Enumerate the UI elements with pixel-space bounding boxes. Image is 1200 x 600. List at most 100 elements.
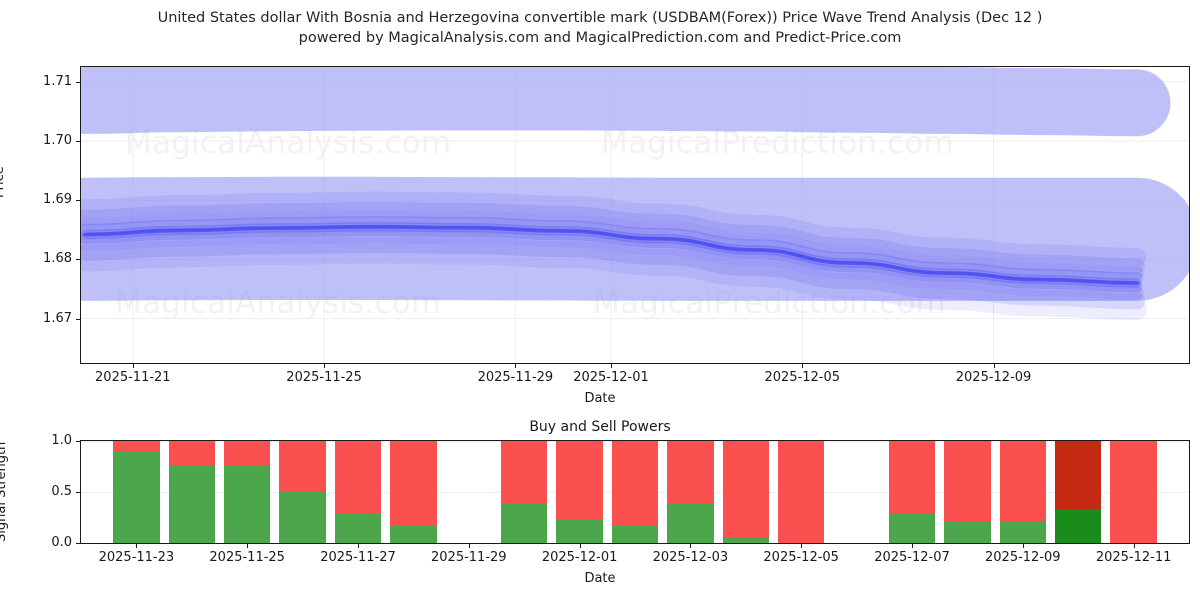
price-ytick-label: 1.71 xyxy=(43,73,72,89)
bars-date-xtick-label: 2025-12-11 xyxy=(1095,550,1172,565)
wave-bands-svg xyxy=(81,67,1189,363)
date-xtick-mark xyxy=(802,364,804,368)
sell-power-segment xyxy=(168,441,216,466)
sell-power-segment xyxy=(999,441,1047,521)
date-xtick-label: 2025-11-29 xyxy=(477,370,554,385)
sell-power-segment xyxy=(113,441,160,452)
signal-bar[interactable] xyxy=(556,441,603,543)
title-line-2: powered by MagicalAnalysis.com and Magic… xyxy=(298,30,902,46)
bars-date-xtick-label: 2025-12-03 xyxy=(652,550,729,565)
sell-power-segment xyxy=(279,441,326,492)
bars-date-xtick-label: 2025-11-23 xyxy=(98,550,175,565)
bars-date-xtick-mark xyxy=(468,544,470,548)
page-title: United States dollar With Bosnia and Her… xyxy=(0,8,1200,48)
signal-bar[interactable] xyxy=(611,441,659,543)
signal-ytick-label: 0.0 xyxy=(51,535,72,550)
price-ytick-label: 1.68 xyxy=(43,251,72,267)
buy-power-segment xyxy=(113,451,160,543)
bars-date-xtick-label: 2025-12-09 xyxy=(985,550,1061,565)
bars-date-xtick-mark xyxy=(912,544,913,548)
date-xtick-label: 2025-12-01 xyxy=(573,370,649,385)
bars-date-xtick-mark xyxy=(136,544,138,548)
signal-bar[interactable] xyxy=(168,441,216,543)
buy-power-segment xyxy=(722,536,770,543)
bars-date-xtick-label: 2025-12-05 xyxy=(763,550,839,565)
signal-bar[interactable] xyxy=(999,441,1047,543)
bars-date-xtick-mark xyxy=(1022,544,1024,548)
buy-power-segment xyxy=(667,504,714,543)
sell-power-segment xyxy=(888,441,936,515)
buy-power-segment xyxy=(279,492,326,543)
bars-date-xtick-label: 2025-11-29 xyxy=(431,550,507,565)
sell-power-segment xyxy=(777,441,825,543)
bars-date-xtick-mark xyxy=(690,544,692,548)
bars-date-xtick-label: 2025-11-27 xyxy=(320,550,396,565)
signal-axis-label: Signal Strength xyxy=(0,441,9,542)
signal-bar[interactable] xyxy=(334,441,382,543)
signal-bar[interactable] xyxy=(500,441,548,543)
sell-power-segment xyxy=(556,441,603,520)
date-xtick-mark xyxy=(324,364,326,368)
bars-date-xtick-mark xyxy=(1133,544,1135,548)
signal-bar[interactable] xyxy=(777,441,825,543)
buy-power-segment xyxy=(944,520,991,543)
signal-bar[interactable] xyxy=(113,441,160,543)
signal-ytick-label: 0.5 xyxy=(51,484,72,499)
date-xtick-mark xyxy=(515,364,517,368)
buy-power-segment xyxy=(223,465,271,543)
bars-container xyxy=(81,441,1189,543)
signal-bar[interactable] xyxy=(1054,441,1102,543)
signal-bar[interactable] xyxy=(1110,441,1157,543)
bars-date-xtick-mark xyxy=(358,544,359,548)
top-xaxis-label: Date xyxy=(584,391,616,406)
bars-chart-title: Buy and Sell Powers xyxy=(529,419,671,435)
date-xtick-label: 2025-12-09 xyxy=(955,370,1032,385)
signal-bar[interactable] xyxy=(722,441,770,543)
date-xtick-label: 2025-11-21 xyxy=(95,370,171,385)
sell-power-segment xyxy=(1054,441,1102,510)
bottom-xaxis-label: Date xyxy=(584,571,616,586)
buy-power-segment xyxy=(390,525,437,543)
sell-power-segment xyxy=(722,441,770,537)
sell-power-segment xyxy=(390,441,437,526)
price-ytick-label: 1.70 xyxy=(43,133,72,148)
price-wave-plot: MagicalAnalysis.com MagicalPrediction.co… xyxy=(80,66,1190,364)
signal-bar[interactable] xyxy=(944,441,991,543)
buy-power-segment xyxy=(168,465,216,543)
sell-power-segment xyxy=(223,441,271,466)
date-xtick-mark xyxy=(611,364,612,368)
buy-sell-powers-plot xyxy=(80,440,1190,544)
sell-power-segment xyxy=(1110,441,1157,543)
sell-power-segment xyxy=(667,441,714,505)
bars-date-xtick-label: 2025-12-01 xyxy=(541,550,618,565)
date-xtick-label: 2025-12-05 xyxy=(764,370,841,385)
bars-date-xtick-label: 2025-11-25 xyxy=(209,550,285,565)
signal-ytick-label: 1.0 xyxy=(51,433,72,448)
bars-date-xtick-mark xyxy=(247,544,249,548)
buy-power-segment xyxy=(611,525,659,543)
date-xtick-mark xyxy=(993,364,995,368)
sell-power-segment xyxy=(500,441,548,505)
date-xtick-label: 2025-11-25 xyxy=(286,370,362,385)
signal-bar[interactable] xyxy=(888,441,936,543)
sell-power-segment xyxy=(611,441,659,526)
price-axis-label: Price xyxy=(0,166,7,198)
buy-power-segment xyxy=(500,504,548,543)
signal-bar[interactable] xyxy=(390,441,437,543)
signal-bar[interactable] xyxy=(667,441,714,543)
signal-bar[interactable] xyxy=(279,441,326,543)
price-ytick-label: 1.67 xyxy=(43,310,72,326)
price-ytick-label: 1.69 xyxy=(43,192,72,208)
buy-power-segment xyxy=(1054,509,1102,543)
signal-bar[interactable] xyxy=(223,441,271,543)
title-line-1: United States dollar With Bosnia and Her… xyxy=(157,10,1043,26)
buy-power-segment xyxy=(556,519,603,543)
bars-date-xtick-mark xyxy=(579,544,581,548)
bars-date-xtick-mark xyxy=(801,544,803,548)
bars-date-xtick-label: 2025-12-07 xyxy=(874,550,950,565)
buy-power-segment xyxy=(888,514,936,543)
buy-power-segment xyxy=(334,514,382,543)
date-xtick-mark xyxy=(132,364,134,368)
buy-power-segment xyxy=(999,520,1047,543)
sell-power-segment xyxy=(944,441,991,521)
